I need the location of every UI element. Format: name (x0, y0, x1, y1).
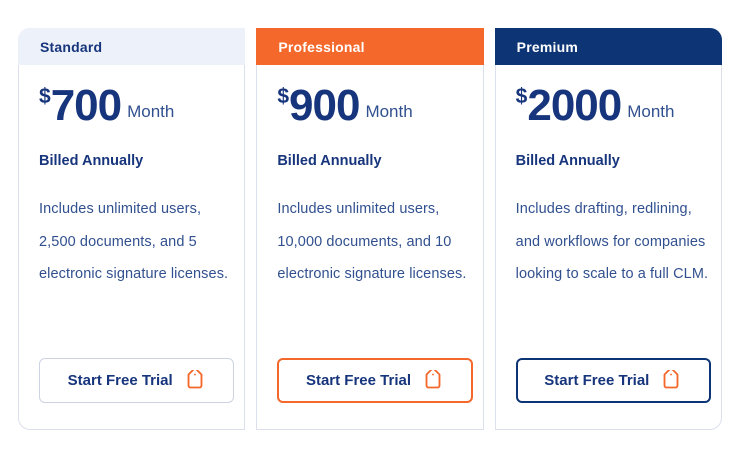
price-amount: 700 (50, 81, 122, 130)
card-body: $ 2000 Month Billed Annually Includes dr… (496, 81, 721, 291)
price: $ 700 Month (39, 81, 232, 130)
cta-label: Start Free Trial (544, 372, 650, 389)
card-header-premium: Premium (494, 28, 722, 65)
price-period: Month (627, 102, 675, 122)
plan-description: Includes unlimited users, 10,000 documen… (277, 201, 467, 283)
price-period: Month (365, 102, 413, 122)
card-body: $ 900 Month Billed Annually Includes unl… (257, 81, 482, 291)
card-header-professional: Professional (256, 28, 484, 65)
pricing-card-standard: Standard $ 700 Month Billed Annually Inc… (18, 28, 246, 430)
card-body: $ 700 Month Billed Annually Includes unl… (19, 81, 244, 291)
price: $ 900 Month (277, 81, 470, 130)
start-free-trial-button-premium[interactable]: Start Free Trial (515, 358, 711, 403)
plan-name: Premium (516, 38, 578, 55)
price: $ 2000 Month (515, 81, 709, 130)
pricing-card-premium: Premium $ 2000 Month Billed Annually Inc… (494, 28, 722, 430)
card-header-standard: Standard (18, 28, 246, 65)
cta-label: Start Free Trial (67, 372, 173, 389)
currency-symbol: $ (277, 85, 290, 108)
price-period: Month (127, 102, 175, 122)
currency-symbol: $ (39, 85, 51, 108)
price-tag-icon (660, 369, 682, 392)
start-free-trial-button-standard[interactable]: Start Free Trial (39, 358, 235, 403)
cta-label: Start Free Trial (305, 372, 412, 389)
currency-symbol: $ (515, 85, 528, 108)
start-free-trial-button-professional[interactable]: Start Free Trial (277, 358, 473, 403)
price-tag-icon (184, 369, 206, 392)
plan-name: Standard (40, 38, 103, 55)
plan-description: Includes drafting, redlining, and workfl… (515, 201, 709, 283)
billing-note: Billed Annually (39, 153, 144, 170)
price-amount: 2000 (527, 81, 622, 130)
plan-name: Professional (278, 38, 365, 55)
billing-note: Billed Annually (277, 153, 382, 170)
billing-note: Billed Annually (515, 153, 620, 170)
price-tag-icon (422, 369, 444, 392)
plan-description: Includes unlimited users, 2,500 document… (39, 201, 229, 283)
pricing-table: Standard $ 700 Month Billed Annually Inc… (18, 28, 722, 430)
price-amount: 900 (289, 81, 360, 130)
pricing-card-professional: Professional $ 900 Month Billed Annually… (256, 28, 484, 430)
